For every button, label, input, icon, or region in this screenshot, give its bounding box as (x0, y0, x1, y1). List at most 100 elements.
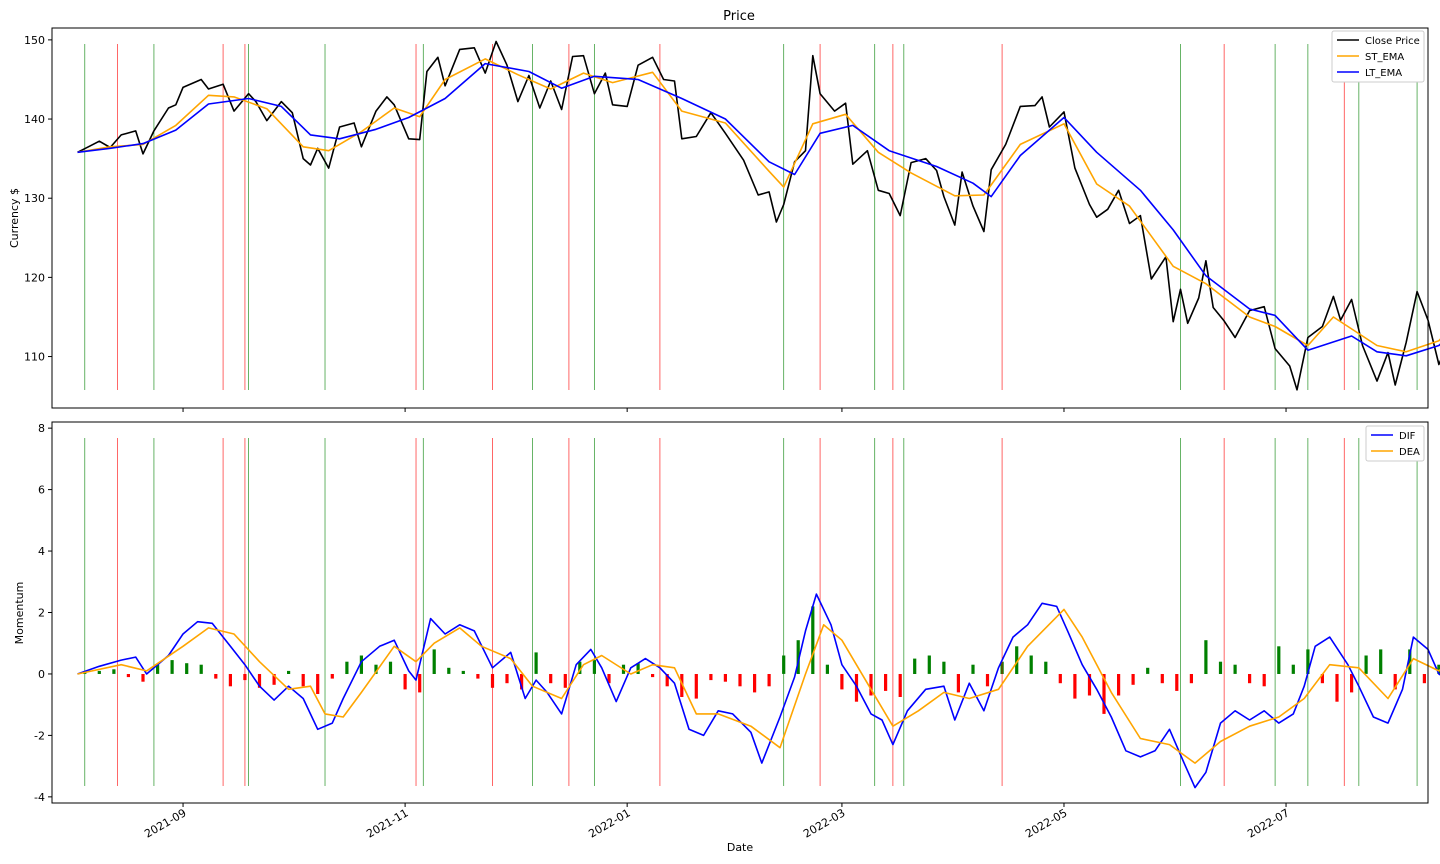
price-yticks: 110 120 130 140 150 (24, 34, 52, 364)
legend-st-ema-label: ST_EMA (1365, 52, 1404, 63)
histogram-bar (1408, 649, 1412, 674)
histogram-bar (112, 669, 116, 674)
price-title: Price (723, 9, 755, 24)
y-tick-label: -4 (34, 791, 45, 804)
histogram-bar (869, 674, 873, 696)
y-tick-label: 140 (24, 113, 45, 126)
y-tick-label: 130 (24, 192, 45, 205)
histogram-bar (1102, 674, 1106, 714)
x-tick-label: 2021-09 (142, 806, 188, 840)
histogram-bar (447, 667, 451, 674)
histogram-bar (825, 664, 829, 674)
histogram-bar (1073, 674, 1077, 699)
histogram-bar (694, 674, 698, 699)
histogram-bar (1422, 674, 1426, 684)
price-panel: Price Currency $ 110 120 130 140 150 Close P… (8, 9, 1440, 412)
x-tick-label: 2022-03 (801, 806, 847, 840)
histogram-bar (1350, 674, 1354, 693)
histogram-bar (636, 663, 640, 674)
histogram-bar (898, 674, 902, 697)
histogram-bar (811, 606, 815, 674)
price-xticks (182, 408, 1287, 412)
histogram-bar (374, 664, 378, 674)
legend-dif-label: DIF (1399, 431, 1416, 442)
histogram-bar (971, 664, 975, 674)
momentum-yticks: -4 -2 0 2 4 6 8 (34, 422, 52, 804)
histogram-bar (272, 674, 276, 685)
histogram-bar (1087, 674, 1092, 696)
x-tick-label: 2022-05 (1023, 806, 1069, 840)
momentum-plot-area (77, 438, 1440, 789)
histogram-bar (257, 674, 262, 688)
histogram-bar (1175, 674, 1179, 691)
st-ema-line (77, 58, 1440, 353)
histogram-bar (534, 652, 538, 674)
histogram-bar (1029, 655, 1033, 674)
histogram-bar (1204, 640, 1208, 674)
price-plot-area (77, 40, 1440, 391)
momentum-axes-frame (51, 421, 1429, 804)
dif-line (77, 593, 1440, 789)
y-tick-label: 0 (38, 668, 45, 681)
histogram-bar (607, 674, 611, 684)
histogram-bar (1335, 674, 1339, 702)
legend-lt-ema-label: LT_EMA (1365, 68, 1402, 79)
price-legend: Close Price ST_EMA LT_EMA (1331, 30, 1425, 83)
histogram-bar (753, 674, 757, 693)
histogram-bar (884, 674, 888, 691)
histogram-bar (1117, 674, 1121, 696)
histogram-bar (578, 661, 582, 674)
x-tick-label: 2021-11 (364, 806, 410, 840)
histogram-bar (330, 674, 334, 679)
histogram-bar (1277, 646, 1281, 674)
histogram-bar (388, 661, 393, 674)
histogram-bar (1058, 674, 1062, 684)
histogram-bar (1160, 674, 1164, 684)
histogram-bar (214, 674, 218, 679)
histogram-bar (738, 674, 742, 687)
histogram-bar (1393, 674, 1397, 690)
momentum-xlabel: Date (727, 841, 754, 854)
y-tick-label: -2 (34, 729, 45, 742)
histogram-bar (985, 674, 990, 687)
histogram-bar (840, 674, 844, 690)
histogram-bar (680, 674, 684, 697)
histogram-bar (1291, 664, 1295, 674)
y-tick-label: 150 (24, 34, 45, 47)
histogram-bar (1233, 664, 1237, 674)
histogram-bar (345, 661, 349, 674)
legend-close-label: Close Price (1365, 36, 1420, 47)
y-tick-label: 110 (24, 351, 45, 364)
histogram-bar (709, 674, 713, 681)
histogram-bar (1364, 655, 1368, 674)
histogram-bar (228, 674, 232, 687)
legend-dea-label: DEA (1399, 447, 1420, 458)
momentum-legend: DIF DEA (1365, 425, 1425, 462)
histogram-bar (418, 674, 422, 693)
histogram-bar (476, 674, 480, 679)
histogram-bar (913, 658, 917, 674)
histogram-bar (185, 663, 189, 674)
y-tick-label: 2 (38, 607, 45, 620)
close-price-line (77, 40, 1440, 391)
histogram-bar (1248, 674, 1252, 684)
y-tick-label: 4 (38, 545, 45, 558)
price-axes-frame (51, 27, 1429, 409)
histogram-bar (796, 640, 800, 674)
price-ylabel: Currency $ (8, 188, 21, 248)
histogram-bar (156, 664, 160, 674)
histogram-bar (665, 674, 669, 687)
histogram-bar (199, 664, 203, 674)
histogram-bar (461, 670, 465, 674)
histogram-bar (141, 674, 145, 682)
histogram-bar (563, 674, 567, 688)
histogram-bar (927, 655, 931, 674)
histogram-bar (1218, 661, 1223, 674)
histogram-bar (403, 674, 407, 690)
x-tick-label: 2022-07 (1245, 806, 1291, 840)
histogram-bar (767, 674, 771, 687)
x-tick-label: 2022-01 (586, 806, 632, 840)
histogram-bar (316, 674, 320, 694)
histogram-bar (651, 674, 655, 678)
